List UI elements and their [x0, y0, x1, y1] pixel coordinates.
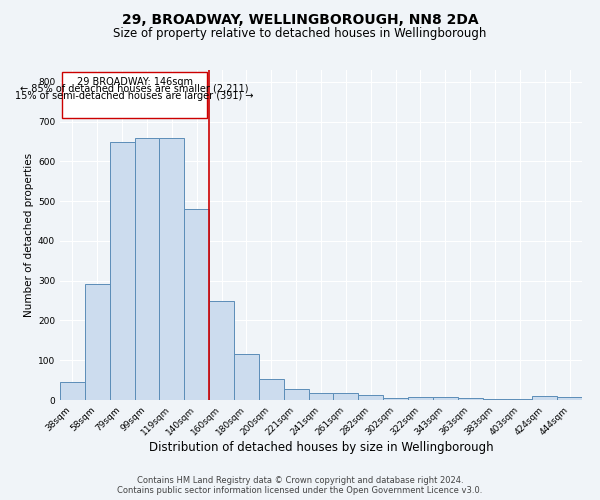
Text: 29, BROADWAY, WELLINGBOROUGH, NN8 2DA: 29, BROADWAY, WELLINGBOROUGH, NN8 2DA: [122, 12, 478, 26]
Text: Contains public sector information licensed under the Open Government Licence v3: Contains public sector information licen…: [118, 486, 482, 495]
Bar: [458, 398, 482, 400]
Bar: [532, 396, 557, 400]
Bar: [209, 300, 234, 400]
Text: 15% of semi-detached houses are larger (391) →: 15% of semi-detached houses are larger (…: [16, 91, 254, 101]
Bar: [308, 393, 334, 400]
Bar: [110, 142, 134, 400]
FancyBboxPatch shape: [62, 72, 206, 118]
Bar: [85, 284, 110, 400]
Bar: [482, 399, 508, 400]
Bar: [508, 399, 532, 400]
Bar: [383, 398, 408, 400]
Bar: [160, 138, 184, 400]
Bar: [234, 354, 259, 400]
Y-axis label: Number of detached properties: Number of detached properties: [24, 153, 34, 317]
X-axis label: Distribution of detached houses by size in Wellingborough: Distribution of detached houses by size …: [149, 441, 493, 454]
Bar: [184, 209, 209, 400]
Bar: [134, 138, 160, 400]
Bar: [557, 397, 582, 400]
Text: 29 BROADWAY: 146sqm: 29 BROADWAY: 146sqm: [77, 77, 193, 87]
Text: ← 85% of detached houses are smaller (2,211): ← 85% of detached houses are smaller (2,…: [20, 84, 249, 94]
Bar: [60, 382, 85, 400]
Bar: [284, 389, 308, 400]
Bar: [408, 397, 433, 400]
Bar: [433, 397, 458, 400]
Bar: [358, 395, 383, 400]
Text: Size of property relative to detached houses in Wellingborough: Size of property relative to detached ho…: [113, 28, 487, 40]
Text: Contains HM Land Registry data © Crown copyright and database right 2024.: Contains HM Land Registry data © Crown c…: [137, 476, 463, 485]
Bar: [259, 380, 284, 400]
Bar: [334, 393, 358, 400]
